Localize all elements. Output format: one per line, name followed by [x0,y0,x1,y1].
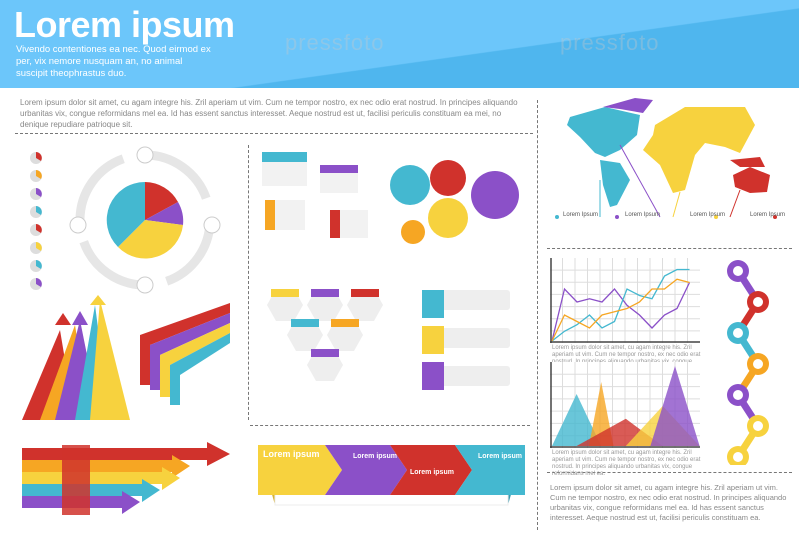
divider [15,133,533,134]
watermark: pressfoto [285,30,385,55]
header-banner: Lorem ipsum Vivendo contentiones ea nec.… [0,0,799,88]
watermark: pressfoto [560,30,660,55]
divider [547,472,792,473]
corner-arrows [140,303,230,405]
map-label: Lorem Ipsum [563,212,599,218]
banner-label: Lorem ipsum [478,453,522,460]
line-series [551,278,690,342]
tab-cards [422,290,510,390]
divider [547,248,792,249]
map-label: Lorem Ipsum [750,212,786,218]
banner-label: Lorem ipsum [263,449,320,459]
right-arrows [22,442,230,515]
banner-label: Lorem ipsum [353,453,397,460]
map-label: Lorem Ipsum [625,212,661,218]
banner-label: Lorem ipsum [410,469,454,476]
callout-cards [262,152,368,238]
page-title: Lorem ipsum [14,4,235,45]
chevron-banner [258,445,525,506]
footer-text: Lorem ipsum dolor sit amet, cu agam inte… [550,483,787,522]
line-chart [550,258,700,343]
area-triangle [552,394,602,446]
up-arrows [22,295,130,420]
chain-timeline [727,260,769,465]
middle-infographics [258,152,525,506]
ring-diagram [69,146,221,294]
divider [250,425,530,426]
world-map [555,98,777,219]
area-chart [550,362,700,448]
hexagon-grid [267,289,383,381]
area-triangle [650,366,700,446]
line-series [551,268,690,342]
intro-text: Lorem ipsum dolor sit amet, cu agam inte… [20,98,518,129]
line-series [551,282,691,342]
left-infographics [22,146,230,515]
map-label: Lorem Ipsum [690,212,726,218]
mini-pie-icons [30,152,42,290]
speech-bubbles [390,160,519,244]
page-subtitle: Vivendo contentiones ea nec. Quod eirmod… [16,44,211,79]
area-chart-caption: Lorem ipsum dolor sit amet, cu agam inte… [552,450,701,477]
divider [248,145,249,420]
divider [537,100,538,530]
